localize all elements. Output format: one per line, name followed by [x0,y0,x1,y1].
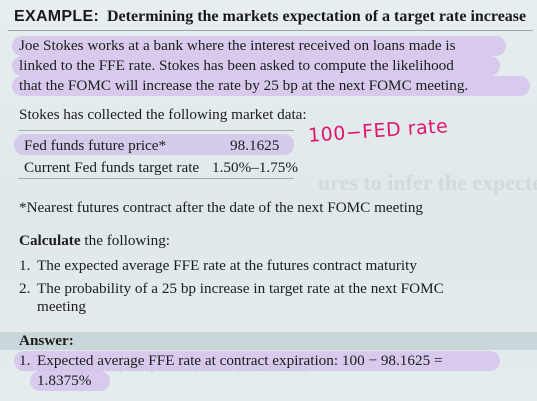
highlight [30,371,110,391]
bleed-through-text: ures to infer the expected avera [318,170,537,195]
answer-number: 1. [19,352,31,369]
answer-line: 1.8375% [37,372,92,389]
highlight [14,134,294,155]
market-data-label: Fed funds future price* [24,137,167,154]
question-number: 1. [19,257,31,274]
footnote: *Nearest futures contract after the date… [19,199,424,216]
question-line: The probability of a 25 bp increase in t… [37,280,444,297]
table-top-rule [18,130,294,131]
table-bottom-rule [18,178,294,179]
example-header: EXAMPLE: Determining the markets expecta… [8,6,533,31]
market-data-label: Current Fed funds target rate [24,159,200,176]
market-data-value: 1.50%–1.75% [212,159,299,176]
answer-line: Expected average FFE rate at contract ex… [37,352,443,369]
answer-bar [0,332,537,350]
handwritten-annotation: 100−FED rate [307,115,449,147]
question-line: meeting [37,298,86,315]
highlight [12,36,506,56]
intro-line: linked to the FFE rate. Stokes has been … [19,57,454,74]
calculate-bold: Calculate [19,232,81,249]
calculate-rest: the following: [84,232,171,249]
example-title: Determining the markets expectation of a… [107,8,527,25]
highlight [12,56,500,76]
answer-label: Answer: [19,332,74,349]
intro-line: Joe Stokes works at a bank where the int… [19,37,456,54]
calculate-line: Calculate the following: [19,232,170,250]
collected-text: Stokes has collected the following marke… [19,106,307,123]
highlight [14,351,500,371]
question-line: The expected average FFE rate at the fut… [37,257,417,274]
market-data-value: 98.1625 [230,137,280,154]
highlight [12,76,530,96]
example-label: EXAMPLE: [14,8,100,25]
question-number: 2. [19,280,31,297]
intro-line: that the FOMC will increase the rate by … [19,77,469,94]
